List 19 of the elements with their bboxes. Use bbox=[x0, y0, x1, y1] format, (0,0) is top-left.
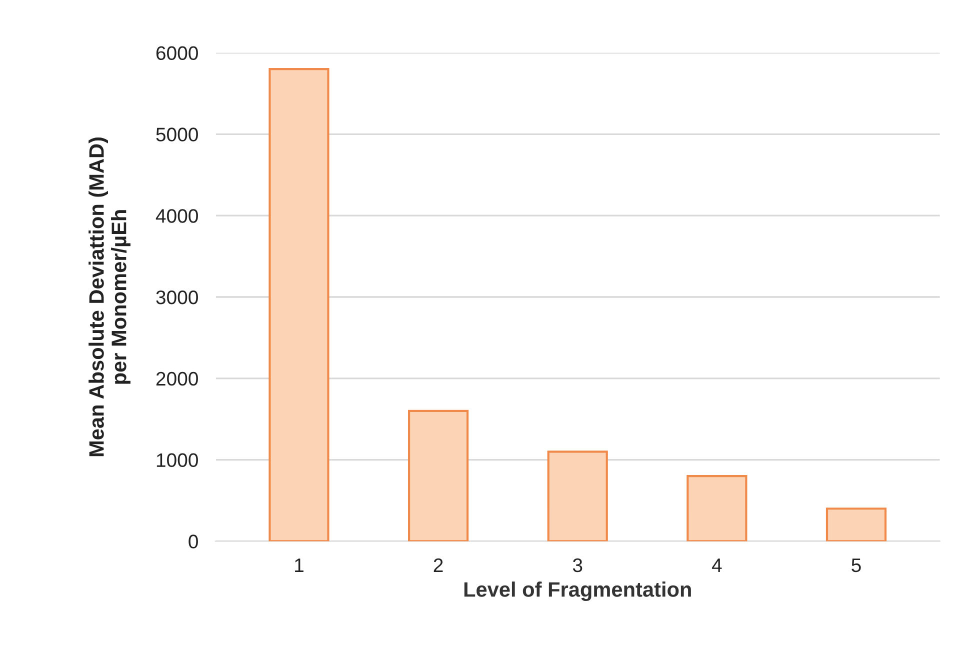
y-tick-label: 4000 bbox=[156, 209, 198, 223]
bar bbox=[268, 68, 330, 542]
y-tick-label: 0 bbox=[188, 534, 198, 548]
x-axis-title: Level of Fragmentation bbox=[464, 582, 691, 602]
x-tick-label: 5 bbox=[852, 558, 861, 572]
bar bbox=[826, 508, 887, 542]
y-tick-label: 2000 bbox=[156, 372, 198, 386]
x-tick-label: 2 bbox=[434, 558, 443, 572]
bar bbox=[408, 410, 469, 542]
x-tick-label: 4 bbox=[712, 558, 722, 572]
x-tick-label: 1 bbox=[295, 558, 304, 572]
y-tick-label: 3000 bbox=[156, 290, 198, 304]
y-axis-title: Mean Absolute Deviattion (MAD) per Monomer/µEh bbox=[88, 138, 130, 456]
bar bbox=[547, 450, 608, 542]
y-tick-label: 6000 bbox=[156, 46, 198, 60]
bar bbox=[686, 475, 748, 542]
x-tick-label: 3 bbox=[572, 558, 582, 572]
y-tick-label: 1000 bbox=[156, 453, 198, 468]
y-tick-label: 5000 bbox=[156, 128, 198, 142]
